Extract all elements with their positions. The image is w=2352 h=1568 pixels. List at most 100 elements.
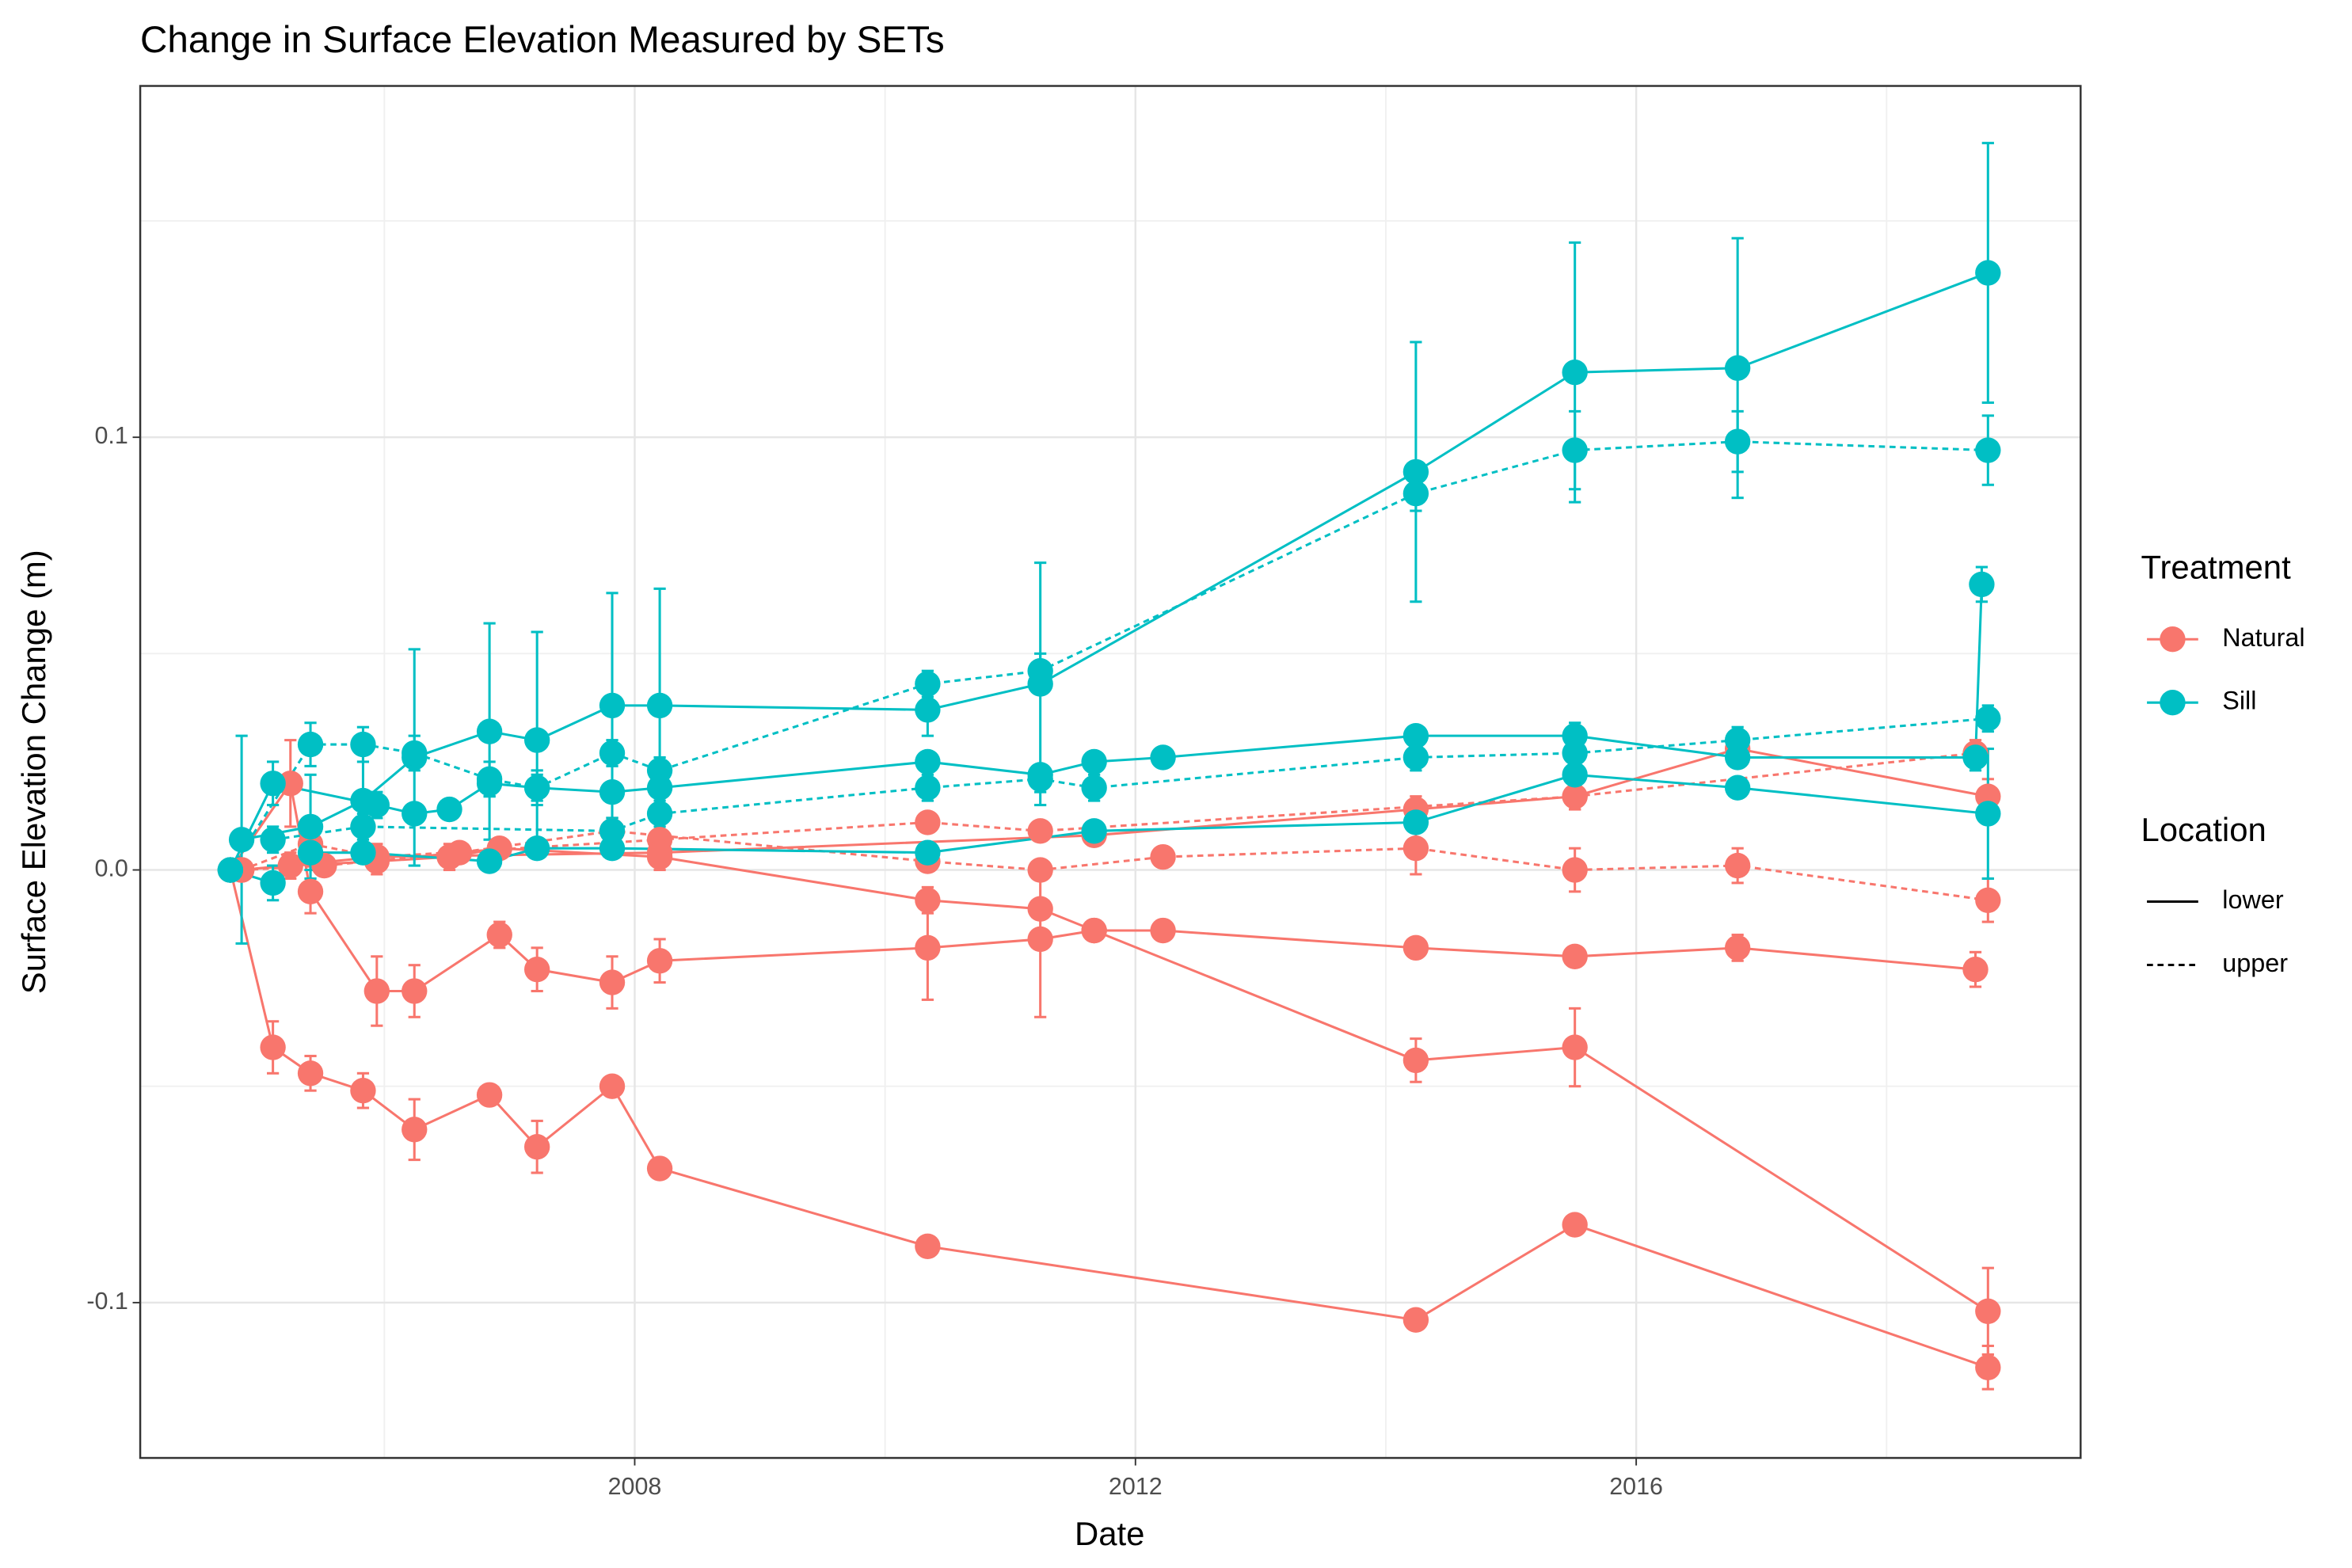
point bbox=[297, 731, 324, 758]
point bbox=[1402, 744, 1429, 771]
point bbox=[350, 731, 376, 758]
point bbox=[1402, 934, 1429, 961]
point bbox=[646, 801, 673, 827]
point bbox=[1027, 857, 1053, 883]
point bbox=[1027, 818, 1053, 844]
point bbox=[915, 887, 941, 913]
point bbox=[646, 774, 673, 801]
legend-label: upper bbox=[2222, 949, 2288, 977]
point bbox=[1081, 917, 1107, 944]
point bbox=[486, 922, 512, 948]
point bbox=[260, 1034, 286, 1060]
y-tick-label: 0.1 bbox=[94, 422, 127, 449]
chart-title: Change in Surface Elevation Measured by … bbox=[140, 19, 945, 61]
point bbox=[350, 813, 376, 840]
point bbox=[1562, 762, 1588, 788]
x-axis-label: Date bbox=[1075, 1515, 1144, 1552]
point bbox=[1562, 740, 1588, 767]
y-tick-label: -0.1 bbox=[86, 1288, 127, 1315]
x-tick-label: 2016 bbox=[1609, 1473, 1663, 1500]
point bbox=[1150, 843, 1176, 870]
point bbox=[363, 978, 390, 1004]
plot-border bbox=[139, 85, 2082, 1460]
point bbox=[297, 839, 324, 866]
point bbox=[1081, 818, 1107, 844]
point bbox=[1962, 744, 1989, 771]
point bbox=[1402, 481, 1429, 507]
point bbox=[915, 934, 941, 961]
point bbox=[1402, 835, 1429, 862]
point bbox=[599, 740, 626, 767]
legend-key-point bbox=[2160, 690, 2186, 716]
legend-title: Location bbox=[2141, 811, 2266, 848]
point bbox=[402, 978, 428, 1004]
point bbox=[1402, 459, 1429, 485]
point bbox=[1081, 774, 1107, 801]
point bbox=[1402, 722, 1429, 749]
point bbox=[599, 1073, 626, 1099]
point bbox=[523, 956, 550, 983]
point bbox=[915, 748, 941, 775]
legend-label: Natural bbox=[2222, 623, 2304, 652]
point bbox=[1562, 783, 1588, 809]
point bbox=[402, 801, 428, 827]
point bbox=[915, 809, 941, 835]
legend-key-point bbox=[2160, 626, 2186, 653]
point bbox=[1027, 926, 1053, 953]
point bbox=[402, 1117, 428, 1143]
point bbox=[1562, 360, 1588, 386]
point bbox=[297, 878, 324, 905]
point bbox=[1724, 774, 1751, 801]
point bbox=[1724, 355, 1751, 381]
point bbox=[228, 827, 255, 853]
point bbox=[260, 870, 286, 896]
point bbox=[1975, 801, 2001, 827]
point bbox=[1562, 437, 1588, 463]
point bbox=[260, 827, 286, 853]
point bbox=[1724, 934, 1751, 961]
point bbox=[523, 1134, 550, 1160]
point bbox=[646, 839, 673, 866]
x-tick-label: 2008 bbox=[608, 1473, 662, 1500]
point bbox=[350, 839, 376, 866]
point bbox=[915, 1233, 941, 1260]
point bbox=[599, 778, 626, 805]
point bbox=[523, 727, 550, 753]
point bbox=[1962, 956, 1989, 983]
point bbox=[1975, 437, 2001, 463]
point bbox=[260, 771, 286, 797]
point bbox=[1027, 658, 1053, 684]
point bbox=[1027, 766, 1053, 792]
point bbox=[1562, 1212, 1588, 1238]
point bbox=[446, 839, 473, 866]
point bbox=[1975, 887, 2001, 913]
legend-title: Treatment bbox=[2141, 549, 2291, 586]
point bbox=[915, 671, 941, 697]
point bbox=[476, 848, 503, 874]
point bbox=[217, 857, 244, 883]
point bbox=[1975, 1298, 2001, 1324]
point bbox=[1975, 260, 2001, 286]
point bbox=[1027, 896, 1053, 922]
point bbox=[1975, 706, 2001, 732]
point bbox=[297, 1060, 324, 1087]
point bbox=[523, 835, 550, 862]
point bbox=[476, 771, 503, 797]
point bbox=[1562, 1034, 1588, 1060]
point bbox=[599, 835, 626, 862]
point bbox=[599, 692, 626, 719]
point bbox=[1975, 1354, 2001, 1381]
point bbox=[436, 796, 462, 823]
point bbox=[1724, 852, 1751, 879]
y-axis-label: Surface Elevation Change (m) bbox=[15, 550, 52, 994]
point bbox=[1724, 428, 1751, 455]
series-line bbox=[229, 440, 1989, 871]
point bbox=[1724, 727, 1751, 753]
point bbox=[297, 813, 324, 840]
point bbox=[523, 774, 550, 801]
point bbox=[646, 1155, 673, 1182]
legend-label: Sill bbox=[2222, 687, 2256, 715]
point bbox=[1402, 1047, 1429, 1074]
